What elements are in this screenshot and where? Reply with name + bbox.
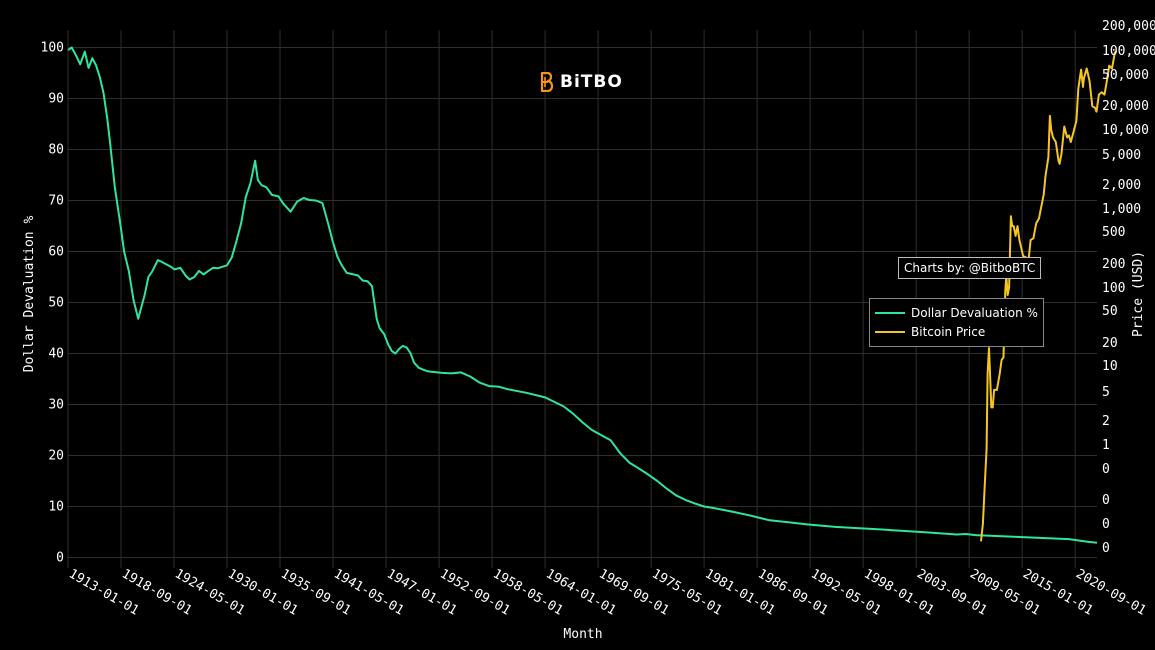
y2-tick-label: 200 [1102, 257, 1125, 272]
y-tick-label: 80 [48, 143, 64, 158]
y-tick-label: 40 [48, 347, 64, 362]
y-tick-label: 0 [56, 551, 64, 566]
grid-lines [67, 30, 1097, 568]
credit-label: Charts by: @BitboBTC [898, 257, 1042, 279]
y2-tick-label: 0 [1102, 517, 1110, 532]
y2-tick-label: 20,000 [1102, 99, 1149, 114]
y-tick-label: 30 [48, 398, 64, 413]
y2-tick-label: 50,000 [1102, 68, 1149, 83]
y2-tick-label: 0 [1102, 462, 1110, 477]
y-tick-label: 60 [48, 245, 64, 260]
y-tick-label: 90 [48, 92, 64, 107]
legend: Dollar Devaluation % Bitcoin Price [869, 298, 1044, 347]
series-lines [67, 46, 1118, 544]
y2-tick-label: 200,000 [1102, 19, 1155, 34]
bitcoin-price-line [980, 50, 1118, 542]
y-tick-label: 10 [48, 500, 64, 515]
y2-tick-label: 500 [1102, 225, 1125, 240]
x-axis-title: Month [563, 627, 602, 642]
legend-swatch-dollar-devaluation [875, 311, 905, 314]
y2-tick-label: 0 [1102, 493, 1110, 508]
legend-item-bitcoin-price[interactable]: Bitcoin Price [875, 322, 1038, 341]
y2-tick-label: 5 [1102, 385, 1110, 400]
y2-tick-label: 1,000 [1102, 202, 1141, 217]
y2-tick-label: 10 [1102, 359, 1118, 374]
y-axis-title: Dollar Devaluation % [22, 216, 37, 373]
y2-tick-label: 1 [1102, 438, 1110, 453]
y2-tick-label: 20 [1102, 336, 1118, 351]
legend-item-dollar-devaluation[interactable]: Dollar Devaluation % [875, 303, 1038, 322]
y-tick-label: 50 [48, 296, 64, 311]
y-tick-label: 100 [41, 41, 64, 56]
y-tick-label: 20 [48, 449, 64, 464]
brand-name: BiTBO [560, 72, 623, 92]
y2-axis-title: Price (USD) [1131, 251, 1146, 337]
legend-swatch-bitcoin-price [875, 330, 905, 333]
y2-tick-label: 5,000 [1102, 148, 1141, 163]
legend-label-bitcoin-price: Bitcoin Price [911, 324, 986, 339]
legend-label-dollar-devaluation: Dollar Devaluation % [911, 305, 1038, 320]
bitbo-logo-icon [540, 72, 554, 92]
brand-logo[interactable]: BiTBO [539, 72, 623, 92]
y2-tick-label: 100,000 [1102, 44, 1155, 59]
dollar-devaluation-line [67, 46, 1098, 544]
y2-tick-label: 0 [1102, 541, 1110, 556]
y-tick-label: 70 [48, 194, 64, 209]
y2-tick-label: 2 [1102, 414, 1110, 429]
y2-tick-label: 50 [1102, 304, 1118, 319]
y2-tick-label: 100 [1102, 281, 1125, 296]
y2-tick-label: 2,000 [1102, 178, 1141, 193]
y2-tick-label: 10,000 [1102, 123, 1149, 138]
